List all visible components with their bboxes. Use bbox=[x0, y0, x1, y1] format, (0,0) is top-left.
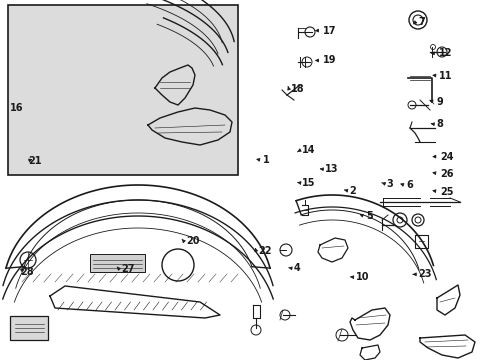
Text: 7: 7 bbox=[417, 17, 424, 27]
Text: 16: 16 bbox=[10, 103, 23, 113]
Text: 15: 15 bbox=[302, 178, 315, 188]
Text: 6: 6 bbox=[406, 180, 413, 190]
Bar bbox=[90, 254, 145, 272]
Text: 23: 23 bbox=[417, 269, 431, 279]
Text: 17: 17 bbox=[322, 26, 336, 36]
Text: 8: 8 bbox=[435, 119, 442, 129]
Text: 13: 13 bbox=[325, 164, 338, 174]
Bar bbox=[10, 316, 48, 340]
Text: 22: 22 bbox=[258, 246, 271, 256]
Text: 3: 3 bbox=[386, 179, 392, 189]
Text: 4: 4 bbox=[293, 263, 300, 273]
Text: 11: 11 bbox=[438, 71, 451, 81]
Bar bbox=[8, 5, 238, 175]
Text: 26: 26 bbox=[439, 168, 453, 179]
Text: 20: 20 bbox=[185, 236, 199, 246]
Text: 24: 24 bbox=[439, 152, 453, 162]
Text: 14: 14 bbox=[301, 145, 315, 156]
Text: 25: 25 bbox=[439, 186, 453, 197]
Text: 2: 2 bbox=[349, 186, 356, 196]
Text: 28: 28 bbox=[20, 267, 34, 277]
Text: 21: 21 bbox=[28, 156, 42, 166]
Text: 1: 1 bbox=[263, 155, 269, 165]
Text: 19: 19 bbox=[322, 55, 336, 66]
Text: 27: 27 bbox=[121, 264, 135, 274]
Text: 5: 5 bbox=[365, 211, 372, 221]
Text: 18: 18 bbox=[290, 84, 304, 94]
Text: 12: 12 bbox=[438, 48, 451, 58]
Text: 10: 10 bbox=[355, 272, 369, 282]
Text: 9: 9 bbox=[435, 96, 442, 107]
